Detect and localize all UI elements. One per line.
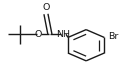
Text: Br: Br (108, 32, 118, 41)
Text: O: O (43, 3, 50, 12)
Text: NH: NH (57, 30, 70, 39)
Text: O: O (35, 30, 42, 39)
